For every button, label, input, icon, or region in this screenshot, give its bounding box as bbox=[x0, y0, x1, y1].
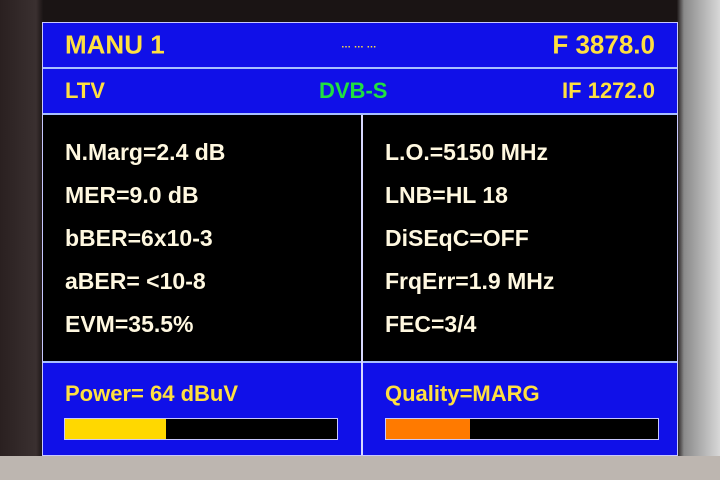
diseqc: DiSEqC=OFF bbox=[385, 225, 529, 251]
power-bar bbox=[64, 418, 338, 440]
evm: EVM=35.5% bbox=[65, 311, 194, 337]
lnb: LNB=HL 18 bbox=[385, 182, 508, 208]
level-panel: Power= 64 dBuV Quality=MARG bbox=[43, 361, 677, 455]
indicator: … … … bbox=[341, 39, 377, 51]
channel-name: LTV bbox=[65, 78, 105, 103]
mer: MER=9.0 dB bbox=[65, 182, 199, 208]
power-bar-fill bbox=[65, 419, 166, 439]
mode-label: MANU 1 bbox=[65, 29, 165, 60]
lo: L.O.=5150 MHz bbox=[385, 139, 548, 165]
noise-margin: N.Marg=2.4 dB bbox=[65, 139, 226, 165]
frequency: F 3878.0 bbox=[552, 29, 655, 60]
standard: DVB-S bbox=[319, 78, 388, 103]
column-divider bbox=[361, 115, 363, 455]
meter-screen: MANU 1 … … … F 3878.0 LTV DVB-S IF 1272.… bbox=[42, 22, 678, 456]
header-row: MANU 1 … … … F 3878.0 bbox=[43, 23, 677, 69]
aber: aBER= <10-8 bbox=[65, 268, 206, 294]
background-bottom bbox=[0, 456, 720, 480]
quality-bar bbox=[385, 418, 659, 440]
bber: bBER=6x10-3 bbox=[65, 225, 213, 251]
if-frequency: IF 1272.0 bbox=[562, 78, 655, 103]
power-label: Power= 64 dBuV bbox=[65, 381, 239, 406]
quality-bar-fill bbox=[386, 419, 471, 439]
parameters-panel: N.Marg=2.4 dB MER=9.0 dB bBER=6x10-3 aBE… bbox=[43, 115, 677, 361]
quality-label: Quality=MARG bbox=[385, 381, 540, 406]
subheader-row: LTV DVB-S IF 1272.0 bbox=[43, 69, 677, 115]
fec: FEC=3/4 bbox=[385, 311, 477, 337]
freq-error: FrqErr=1.9 MHz bbox=[385, 268, 555, 294]
